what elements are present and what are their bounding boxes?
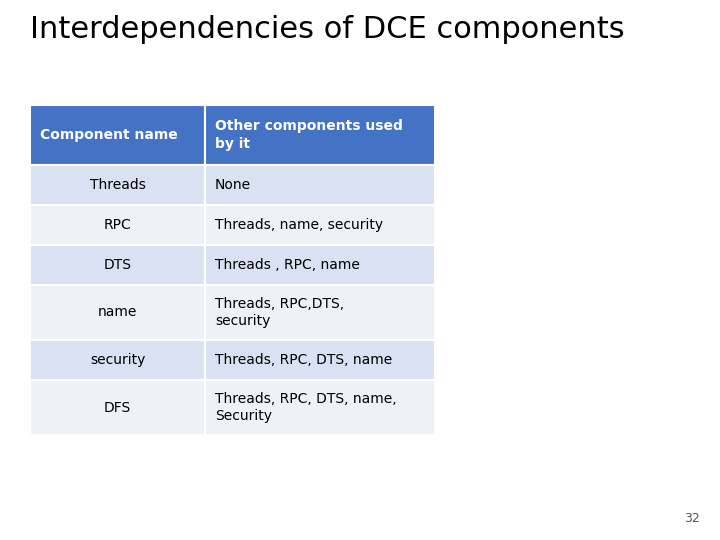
Bar [30,245,205,285]
Text: DTS: DTS [104,258,132,272]
Text: Threads, RPC,DTS,
security: Threads, RPC,DTS, security [215,297,344,328]
Bar [30,105,205,165]
Text: Threads, name, security: Threads, name, security [215,218,383,232]
Text: Component name: Component name [40,128,178,142]
Bar [205,340,435,380]
Bar [30,285,205,340]
Text: 32: 32 [684,512,700,525]
Text: Threads, RPC, DTS, name: Threads, RPC, DTS, name [215,353,392,367]
Text: RPC: RPC [104,218,131,232]
Text: Interdependencies of DCE components: Interdependencies of DCE components [30,15,625,44]
Bar [205,105,435,165]
Bar [205,165,435,205]
Bar [205,245,435,285]
Bar [30,165,205,205]
Text: DFS: DFS [104,401,131,415]
Text: Threads , RPC, name: Threads , RPC, name [215,258,360,272]
Text: security: security [90,353,145,367]
Text: None: None [215,178,251,192]
Text: Threads: Threads [89,178,145,192]
Bar [30,340,205,380]
Text: Threads, RPC, DTS, name,
Security: Threads, RPC, DTS, name, Security [215,392,397,423]
Bar [30,380,205,435]
Bar [205,285,435,340]
Bar [205,380,435,435]
Text: Other components used
by it: Other components used by it [215,119,403,151]
Bar [30,205,205,245]
Bar [205,205,435,245]
Text: name: name [98,306,138,320]
